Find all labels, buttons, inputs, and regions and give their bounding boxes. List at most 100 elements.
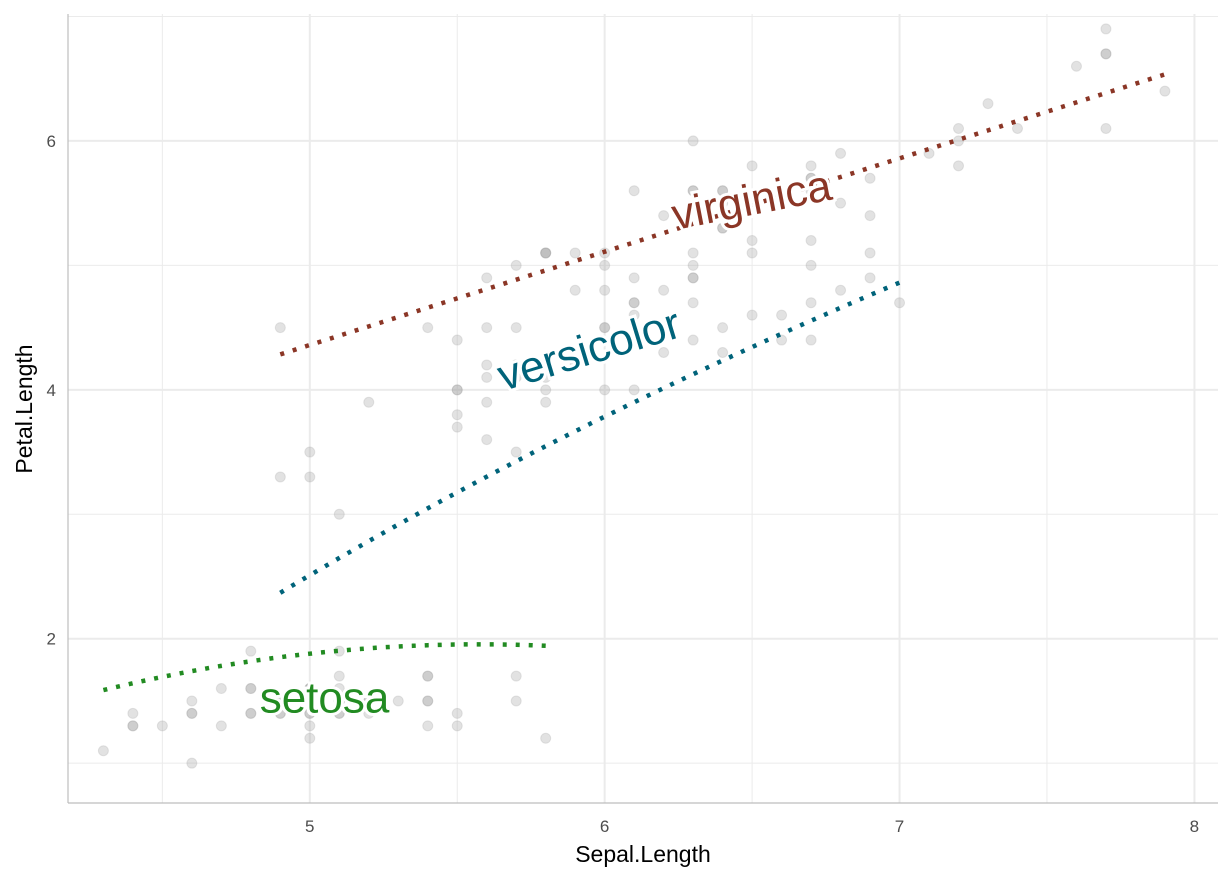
y-tick-label: 6	[47, 132, 56, 151]
data-point	[127, 707, 139, 719]
data-point	[658, 322, 670, 334]
axis-lines	[67, 14, 1218, 804]
data-point	[835, 284, 847, 296]
data-point	[156, 720, 168, 732]
data-point	[422, 720, 434, 732]
data-point	[687, 272, 699, 284]
data-point	[274, 322, 286, 334]
data-point	[1011, 122, 1023, 134]
data-point	[97, 745, 109, 757]
data-point	[805, 160, 817, 172]
data-point	[805, 234, 817, 246]
data-point	[422, 670, 434, 682]
data-point	[599, 322, 611, 334]
data-point	[304, 471, 316, 483]
data-point	[333, 695, 345, 707]
data-point	[982, 98, 994, 110]
data-point	[304, 720, 316, 732]
data-point	[1159, 85, 1171, 97]
data-point	[540, 247, 552, 259]
data-point	[687, 259, 699, 271]
data-point	[451, 384, 463, 396]
data-point	[186, 757, 198, 769]
data-point	[717, 346, 729, 358]
data-point	[687, 185, 699, 197]
data-point	[864, 247, 876, 259]
data-point	[363, 695, 375, 707]
data-point	[1100, 23, 1112, 35]
x-axis-title: Sepal.Length	[575, 841, 711, 867]
data-point	[687, 135, 699, 147]
data-point	[805, 334, 817, 346]
x-axis-ticks: 5 6 7 8	[305, 817, 1199, 836]
y-axis-title: Petal.Length	[11, 344, 37, 473]
data-point	[953, 135, 965, 147]
data-point	[186, 707, 198, 719]
data-point	[245, 645, 257, 657]
data-point	[481, 371, 493, 383]
data-point	[746, 309, 758, 321]
data-point	[628, 185, 640, 197]
data-point	[717, 185, 729, 197]
data-point	[451, 384, 463, 396]
data-point	[835, 197, 847, 209]
data-point	[805, 172, 817, 184]
data-point	[805, 259, 817, 271]
data-point	[569, 247, 581, 259]
data-point	[304, 707, 316, 719]
data-point	[717, 222, 729, 234]
data-point	[540, 371, 552, 383]
data-point	[628, 297, 640, 309]
data-point	[451, 421, 463, 433]
data-point	[481, 434, 493, 446]
data-point	[864, 272, 876, 284]
data-point	[540, 247, 552, 259]
data-point	[1100, 122, 1112, 134]
data-point	[274, 707, 286, 719]
data-point	[510, 695, 522, 707]
data-point	[953, 160, 965, 172]
x-tick-label: 7	[895, 817, 904, 836]
data-point	[304, 683, 316, 695]
data-point	[392, 695, 404, 707]
data-point	[776, 334, 788, 346]
data-point	[333, 670, 345, 682]
data-point	[274, 707, 286, 719]
data-point	[746, 234, 758, 246]
data-point	[805, 172, 817, 184]
series-label-versicolor: versicolor	[492, 299, 686, 401]
data-point	[510, 322, 522, 334]
data-point	[333, 695, 345, 707]
data-point	[304, 683, 316, 695]
x-tick-label: 6	[600, 817, 609, 836]
data-point	[304, 707, 316, 719]
data-point	[569, 284, 581, 296]
data-point	[1070, 60, 1082, 72]
data-point	[953, 122, 965, 134]
data-point	[304, 683, 316, 695]
y-axis-ticks: 2 4 6	[47, 132, 56, 649]
data-point	[805, 185, 817, 197]
data-point	[245, 707, 257, 719]
data-point	[717, 197, 729, 209]
data-point	[481, 359, 493, 371]
data-point	[658, 346, 670, 358]
data-point	[274, 695, 286, 707]
data-point	[363, 695, 375, 707]
data-point	[540, 384, 552, 396]
data-point	[451, 409, 463, 421]
data-point	[628, 309, 640, 321]
data-point	[451, 707, 463, 719]
data-point	[274, 695, 286, 707]
data-point	[333, 508, 345, 520]
data-point	[127, 720, 139, 732]
data-point	[746, 160, 758, 172]
data-point	[333, 695, 345, 707]
data-points	[97, 23, 1171, 769]
data-point	[333, 683, 345, 695]
data-point	[451, 720, 463, 732]
data-point	[717, 185, 729, 197]
data-point	[304, 695, 316, 707]
data-point	[510, 670, 522, 682]
